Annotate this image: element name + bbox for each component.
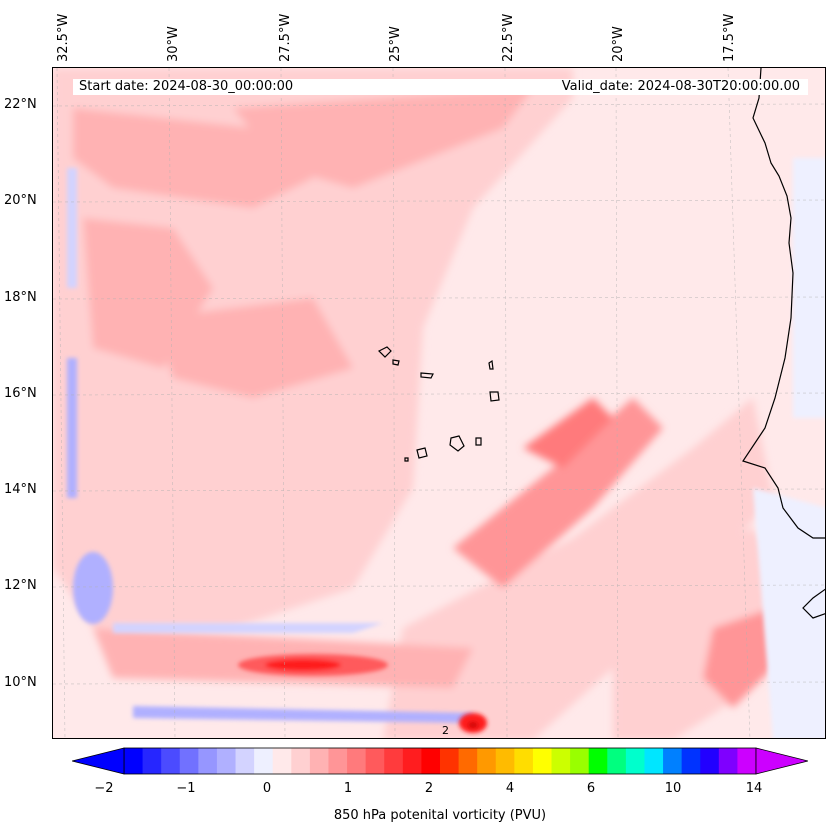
vorticity-field [53,68,825,738]
longitude-label-25w: 25°W [388,26,403,62]
colorbar-cell [309,748,329,774]
latitude-label-12n: 12°N [4,578,37,593]
colorbar-cell [458,748,478,774]
colorbar-cell [607,748,627,774]
colorbar-cell [402,748,422,774]
colorbar-tick-neg2: −2 [94,781,114,796]
colorbar-tick-4: 4 [505,781,515,796]
map-panel: Start date: 2024-08-30_00:00:00 Valid_da… [52,67,826,739]
longitude-label-32-5w: 32.5°W [56,13,71,62]
colorbar-cell [681,748,701,774]
colorbar-tick-0: 0 [262,781,272,796]
colorbar-cell [254,748,274,774]
colorbar-tick-1: 1 [343,781,353,796]
colorbar-cell [421,748,441,774]
colorbar-cell [235,748,255,774]
colorbar-cell [625,748,645,774]
colorbar-cell [700,748,720,774]
longitude-label-17-5w: 17.5°W [722,13,737,62]
colorbar-cell [644,748,664,774]
start-date-label: Start date: 2024-08-30_00:00:00 [79,79,294,94]
colorbar-tick-10: 10 [664,781,682,796]
colorbar-cell [532,748,553,774]
colorbar [72,747,808,775]
longitude-label-22-5w: 22.5°W [501,13,516,62]
colorbar-over-arrow [755,747,808,775]
cape-verde-islands [377,346,500,462]
colorbar-cell [551,748,571,774]
colorbar-title: 850 hPa potenital vorticity (PVU) [333,808,547,823]
latitude-label-10n: 10°N [4,675,37,690]
colorbar-tick-neg1: −1 [176,781,196,796]
colorbar-cell [328,748,348,774]
colorbar-cell [216,748,237,774]
colorbar-cell [718,748,738,774]
longitude-label-30w: 30°W [166,26,181,62]
contour-marker-label: 2 [442,724,449,737]
colorbar-cell [272,748,292,774]
colorbar-cell [588,748,608,774]
latitude-label-16n: 16°N [4,386,37,401]
colorbar-cell [365,748,385,774]
colorbar-cell [495,748,515,774]
colorbar-under-arrow [72,747,125,775]
colorbar-cell [384,748,404,774]
latitude-label-14n: 14°N [4,482,37,497]
colorbar-cell [514,748,534,774]
colorbar-cell [737,748,757,774]
colorbar-tick-14: 14 [745,781,763,796]
latitude-label-20n: 20°N [4,193,37,208]
longitude-label-20w: 20°W [611,26,626,62]
colorbar-cell [347,748,367,774]
colorbar-cell [198,748,218,774]
colorbar-cell [477,748,497,774]
colorbar-cell [440,748,460,774]
colorbar-tick-2: 2 [424,781,434,796]
longitude-label-27-5w: 27.5°W [278,13,293,62]
colorbar-cell [161,748,181,774]
latitude-label-22n: 22°N [4,97,37,112]
colorbar-tick-6: 6 [586,781,596,796]
colorbar-cell [142,748,162,774]
african-coastline [742,68,825,539]
colorbar-cell [124,748,144,774]
colorbar-cell [179,748,199,774]
colorbar-cell [570,748,590,774]
colorbar-cell [291,748,311,774]
colorbar-cell [663,748,683,774]
latitude-label-18n: 18°N [4,290,37,305]
valid-date-label: Valid_date: 2024-08-30T20:00:00.00 [561,79,800,94]
